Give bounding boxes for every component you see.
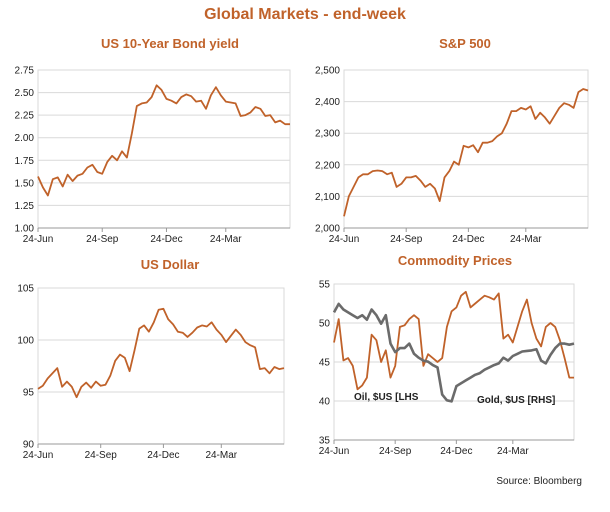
sp500-ytick-label: 2,500 [315, 66, 340, 77]
bond-ytick-label: 2.50 [15, 88, 35, 99]
commodities-ytick-label: 55 [319, 280, 331, 291]
commodities-ytick-label: 45 [319, 358, 331, 369]
sp500-xtick-label: 24-Jun [329, 234, 360, 245]
commodities-xtick-label: 24-Dec [440, 446, 472, 457]
usd-ytick-label: 105 [17, 284, 34, 295]
bond-xtick-label: 24-Sep [86, 234, 119, 245]
commodity-chart-title: Commodity Prices [397, 253, 513, 268]
sp500-series-line-0 [343, 88, 589, 217]
commodities-series-line-0 [333, 290, 574, 391]
page-title: Global Markets - end-week [204, 6, 406, 23]
bond-ytick-label: 2.75 [15, 66, 35, 77]
commodities-annotation: Oil, $US [LHS [354, 392, 419, 403]
commodities-xtick-label: 24-Sep [379, 446, 412, 457]
commodities-ytick-label: 35 [319, 436, 331, 447]
sp500-chart-title: S&P 500 [439, 36, 491, 51]
commodities-xtick-label: 24-Jun [319, 446, 350, 457]
source-note: Source: Bloomberg [496, 476, 582, 487]
bond-xtick-label: 24-Mar [210, 234, 242, 245]
sp500-xtick-label: 24-Sep [390, 234, 423, 245]
usd-xtick-label: 24-Jun [23, 450, 54, 461]
bond-ytick-label: 2.25 [15, 111, 35, 122]
bond-series-line-0 [37, 84, 290, 197]
usd-xtick-label: 24-Sep [85, 450, 118, 461]
bond-ytick-label: 1.00 [15, 224, 35, 235]
sp500-xtick-label: 24-Dec [452, 234, 484, 245]
sp500-ytick-label: 2,100 [315, 192, 340, 203]
sp500-ytick-label: 2,400 [315, 97, 340, 108]
bond-chart-title: US 10-Year Bond yield [101, 36, 239, 51]
sp500-ytick-label: 2,200 [315, 160, 340, 171]
usd-xtick-label: 24-Dec [147, 450, 179, 461]
sp500-ytick-label: 2,000 [315, 224, 340, 235]
sp500-xtick-label: 24-Mar [510, 234, 542, 245]
usd-ytick-label: 90 [23, 440, 35, 451]
bond-ytick-label: 1.75 [15, 156, 35, 167]
commodities-annotation: Gold, $US [RHS] [477, 395, 555, 406]
bond-ytick-label: 1.25 [15, 201, 35, 212]
commodities-ytick-label: 40 [319, 397, 331, 408]
usd-xtick-label: 24-Mar [205, 450, 237, 461]
commodities-ytick-label: 50 [319, 319, 331, 330]
usd-chart-title: US Dollar [140, 257, 200, 272]
bond-xtick-label: 24-Dec [150, 234, 182, 245]
bond-xtick-label: 24-Jun [23, 234, 54, 245]
bond-ytick-label: 1.50 [15, 178, 35, 189]
sp500-ytick-label: 2,300 [315, 129, 340, 140]
bond-ytick-label: 2.00 [15, 133, 35, 144]
commodities-series-line-1 [332, 302, 575, 403]
usd-series-line-0 [37, 307, 285, 399]
usd-ytick-label: 100 [17, 336, 34, 347]
usd-ytick-label: 95 [23, 388, 35, 399]
commodities-xtick-label: 24-Mar [497, 446, 529, 457]
